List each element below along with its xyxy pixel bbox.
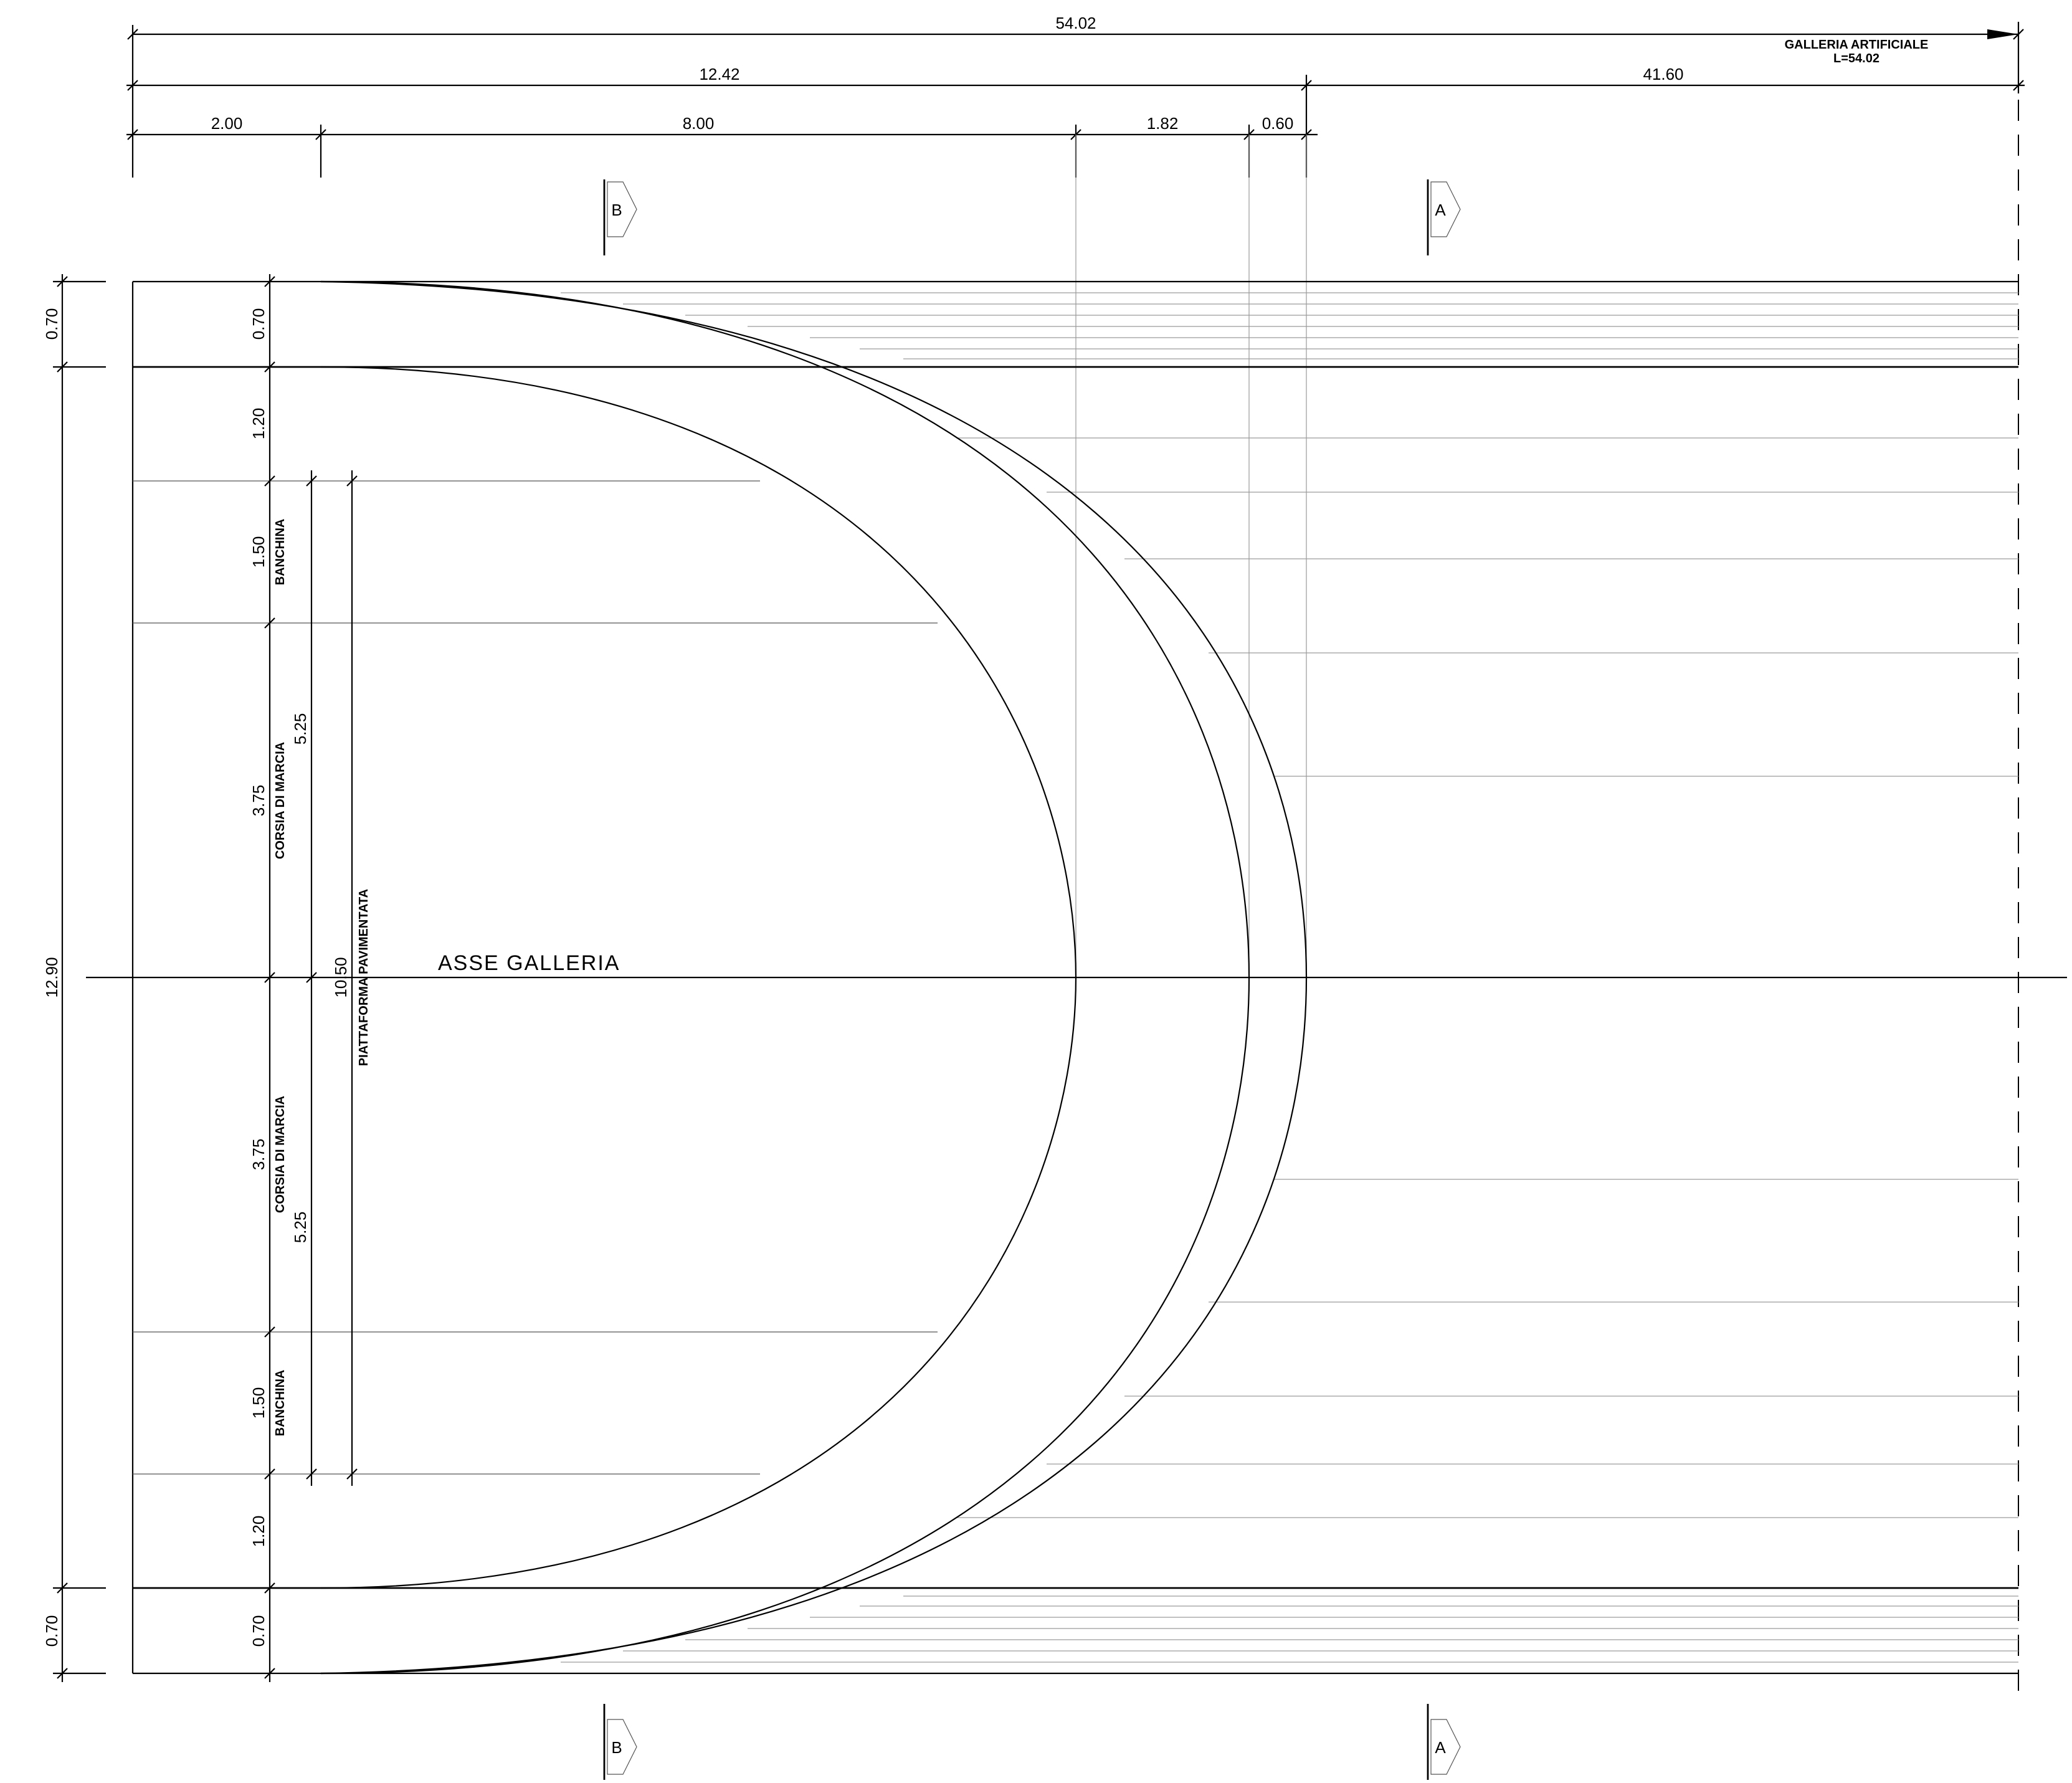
- lower-stepped-lines: [956, 1179, 2018, 1518]
- half-width-dimension: 5.25 5.25: [291, 470, 317, 1486]
- section-marker-a-top-label: A: [1435, 201, 1446, 219]
- label-platform: PIATTAFORMA PAVIMENTATA: [357, 889, 371, 1066]
- top-dimension-chain: 54.02 12.42 41.60 2.00 8.00 1.82 0.60 GA…: [126, 14, 2025, 178]
- label-banchina-top: BANCHINA: [273, 519, 287, 586]
- dim-inner-4: 3.75: [249, 785, 268, 817]
- section-marker-b-top-label: B: [611, 201, 622, 219]
- bottom-strip-hatch: [561, 1595, 2018, 1663]
- upper-stepped-lines: [956, 437, 2018, 777]
- dim-inner-2: 1.20: [249, 408, 268, 440]
- axis-label: ASSE GALLERIA: [438, 951, 620, 975]
- section-marker-a-bottom-label: A: [1435, 1738, 1446, 1757]
- galleria-label-line1: GALLERIA ARTIFICIALE: [1785, 38, 1929, 52]
- dim-seg-3: 1.82: [1147, 114, 1179, 133]
- dim-total: 54.02: [1055, 14, 1096, 32]
- dim-seg-1: 2.00: [211, 114, 243, 133]
- top-strip-hatch: [561, 292, 2018, 359]
- dim-inner-8: 0.70: [249, 1615, 268, 1647]
- dim-inner-6: 1.50: [249, 1387, 268, 1419]
- left-inner-dimension-chain: 0.70 1.20 1.50 3.75 3.75 1.50 1.20 0.70 …: [249, 274, 287, 1682]
- dim-half-width-top: 5.25: [291, 713, 310, 745]
- section-marker-b-bottom-label: B: [611, 1738, 622, 1757]
- outer-curve: [320, 280, 1308, 1675]
- section-marker-a-bottom: A: [1427, 1704, 1461, 1780]
- section-marker-b-top: B: [603, 179, 637, 255]
- dim-seg-4: 0.60: [1262, 114, 1294, 133]
- middle-curve: [320, 280, 1250, 1675]
- platform-dimension: 10.50 PIATTAFORMA PAVIMENTATA: [331, 470, 371, 1486]
- section-marker-b-bottom: B: [603, 1704, 637, 1780]
- plan-outline: [86, 280, 2067, 1675]
- dim-platform-width: 10.50: [331, 957, 350, 997]
- inner-curve: [320, 366, 1077, 1589]
- dim-left-outer-bottom: 0.70: [42, 1615, 61, 1647]
- dim-part-b: 41.60: [1643, 65, 1683, 83]
- section-marker-a-top: A: [1427, 179, 1461, 255]
- direction-arrow-icon: [1987, 29, 2018, 39]
- label-corsia-bottom: CORSIA DI MARCIA: [273, 1096, 287, 1213]
- left-outer-dimension-chain: 0.70 12.90 0.70: [42, 274, 106, 1682]
- galleria-label-line2: L=54.02: [1833, 52, 1880, 65]
- dim-half-width-bottom: 5.25: [291, 1212, 310, 1243]
- tunnel-curves: [320, 280, 1308, 1675]
- label-banchina-bottom: BANCHINA: [273, 1370, 287, 1437]
- guide-lines: [1075, 100, 2019, 1704]
- dim-inner-1: 0.70: [249, 308, 268, 340]
- dim-inner-3: 1.50: [249, 536, 268, 568]
- dim-inner-5: 3.75: [249, 1139, 268, 1171]
- label-corsia-top: CORSIA DI MARCIA: [273, 742, 287, 859]
- dim-seg-2: 8.00: [683, 114, 715, 133]
- dim-part-a: 12.42: [699, 65, 739, 83]
- dim-inner-7: 1.20: [249, 1516, 268, 1548]
- dim-left-outer-top: 0.70: [42, 308, 61, 340]
- dim-left-outer-middle: 12.90: [42, 957, 61, 997]
